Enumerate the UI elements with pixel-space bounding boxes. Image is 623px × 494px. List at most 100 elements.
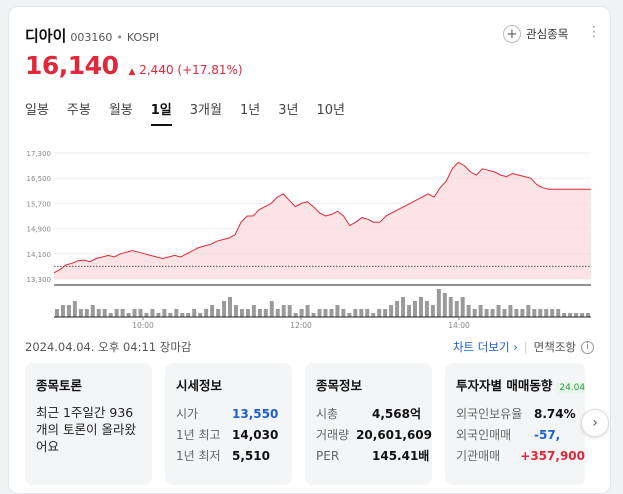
volume-bar	[275, 309, 280, 317]
volume-bar	[448, 297, 453, 317]
y-tick-label: 13,300	[27, 276, 52, 284]
volume-bar	[329, 309, 334, 317]
volume-bar	[442, 293, 447, 317]
stock-name[interactable]: 디아이	[25, 27, 67, 45]
volume-bar	[377, 309, 382, 317]
chevron-right-icon: ›	[513, 340, 518, 354]
volume-bar	[508, 305, 513, 317]
volume-bar	[335, 305, 340, 317]
volume-bar	[90, 305, 95, 317]
stock-info-title: 종목정보	[316, 378, 363, 393]
stock-info-panel[interactable]: 종목정보 시총 4,568억 거래량 20,601,609 PER 145.41배	[305, 363, 432, 485]
change-amount: 2,440	[139, 63, 174, 77]
volume-bar	[544, 309, 549, 317]
price-row: 16,140 ▲ 2,440 (+17.81%)	[25, 51, 243, 80]
trade-volume: 20,601,609	[356, 428, 432, 442]
add-favorite-button[interactable]: + 관심종목	[503, 25, 568, 43]
volume-bar	[186, 313, 191, 317]
price-line	[53, 161, 591, 274]
volume-bar	[347, 313, 352, 317]
chart-timestamp: 2024.04.04. 오후 04:11 장마감	[25, 340, 192, 354]
volume-bar	[102, 309, 107, 317]
volume-bar	[132, 309, 137, 317]
volume-bar	[216, 309, 221, 317]
market-cap: 4,568억	[372, 407, 421, 421]
kv-row: 외국인매매 -57,	[456, 425, 585, 446]
per-value: 145.41배	[372, 449, 430, 463]
volume-bar	[108, 313, 113, 317]
next-panel-button[interactable]: ›	[581, 409, 609, 437]
current-price: 16,140	[25, 51, 119, 80]
volume-bar	[365, 309, 370, 317]
link-separator: |	[523, 340, 528, 354]
volume-bar	[239, 309, 244, 317]
chart-links: 차트 더보기 › | 면책조항 i	[453, 339, 594, 355]
title-separator: •	[116, 31, 123, 44]
market-info-panel[interactable]: 시세정보 시가 13,550 1년 최고 14,030 1년 최저 5,510	[165, 363, 292, 485]
volume-bar	[168, 313, 173, 317]
info-icon[interactable]: i	[581, 340, 594, 354]
tab-1day[interactable]: 1일	[150, 99, 172, 126]
kv-row: 시가 13,550	[176, 404, 292, 425]
price-chart[interactable]: 17,300 16,500 15,700 14,900 14,100 13,300 10:0…	[9, 131, 610, 331]
volume-bar	[466, 305, 471, 317]
volume-bar	[502, 309, 507, 317]
volume-bar	[96, 309, 101, 317]
forum-panel[interactable]: 종목토론 최근 1주일간 936개의 토론이 올라왔어요	[25, 363, 152, 485]
volume-bar	[120, 309, 125, 317]
price-change: ▲ 2,440 (+17.81%)	[128, 63, 242, 77]
kv-row: 1년 최저 5,510	[176, 446, 292, 467]
kv-row: 기관매매 +357,900	[456, 446, 585, 467]
volume-bar	[317, 309, 322, 317]
volume-bar	[484, 309, 489, 317]
volume-bar	[407, 305, 411, 317]
volume-bar	[150, 309, 155, 317]
market-info-title: 시세정보	[176, 378, 223, 393]
tab-1year[interactable]: 1년	[239, 103, 261, 118]
investor-title: 투자자별 매매동향 24.04	[456, 375, 585, 394]
x-tick-label: 10:00	[132, 321, 154, 330]
volume-bar	[586, 313, 590, 317]
stock-title-row: 디아이 003160 • KOSPI	[25, 25, 159, 46]
kv-row: PER 145.41배	[316, 446, 432, 467]
more-options-icon[interactable]: ⋮	[587, 24, 601, 40]
volume-bar	[180, 313, 185, 317]
tab-monthly[interactable]: 월봉	[108, 103, 133, 118]
volume-bar	[204, 309, 209, 317]
stock-card: 디아이 003160 • KOSPI + 관심종목 ⋮ 16,140 ▲ 2,4…	[8, 6, 611, 494]
volume-bar	[568, 313, 573, 317]
y-tick-label: 15,700	[27, 200, 52, 208]
volume-bar	[192, 309, 197, 317]
kv-row: 외국인보유율 8.74%	[456, 404, 585, 425]
y-tick-label: 17,300	[27, 150, 52, 158]
tab-3year[interactable]: 3년	[278, 103, 299, 118]
volume-bar	[311, 313, 316, 317]
volume-bar	[126, 313, 131, 317]
tab-3month[interactable]: 3개월	[189, 103, 222, 118]
change-percent: (+17.81%)	[177, 63, 243, 77]
foreign-ratio: 8.74%	[534, 407, 576, 421]
volume-bar	[550, 309, 555, 317]
volume-bar	[562, 313, 567, 317]
open-price: 13,550	[232, 407, 279, 421]
volume-bar	[574, 313, 579, 317]
chart-more-link[interactable]: 차트 더보기 ›	[452, 340, 518, 354]
tab-daily[interactable]: 일봉	[25, 103, 49, 118]
y-tick-label: 14,900	[27, 226, 52, 234]
volume-bar	[60, 305, 65, 317]
volume-bar	[174, 309, 179, 317]
tab-weekly[interactable]: 주봉	[66, 103, 91, 118]
forum-text: 최근 1주일간 936개의 토론이 올라왔어요	[36, 405, 136, 454]
volume-bar	[257, 309, 262, 317]
volume-bar	[460, 297, 465, 317]
tab-10year[interactable]: 10년	[316, 103, 345, 118]
investor-panel[interactable]: 투자자별 매매동향 24.04 외국인보유율 8.74% 외국인매매 -57, 기관매…	[445, 363, 585, 485]
disclaimer-link[interactable]: 면책조항	[533, 340, 576, 354]
year-high: 14,030	[232, 428, 279, 442]
volume-bar	[84, 309, 89, 317]
stock-market: KOSPI	[126, 31, 160, 44]
volume-bar	[269, 301, 274, 317]
volume-bar	[526, 305, 531, 317]
volume-bar	[472, 309, 477, 317]
volume-bar	[520, 309, 525, 317]
